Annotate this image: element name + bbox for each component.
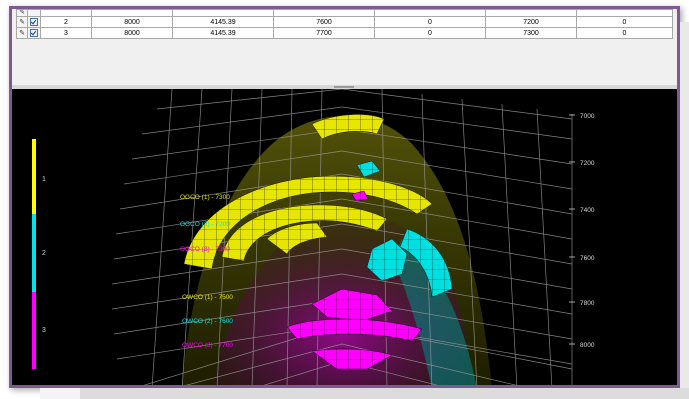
edit-cell[interactable]: ✎ [16,27,28,39]
table-cell-id: 2 [40,16,92,28]
pencil-icon: ✎ [19,30,25,37]
checkbox-checked[interactable] [30,29,38,37]
status-bar [40,388,689,399]
table-cell: 0 [374,16,486,28]
status-bar-left [40,388,80,399]
legend-label-3: 3 [42,327,46,334]
splitter-grip-icon[interactable] [334,86,354,88]
table-cell: 8000 [91,27,173,39]
table-cell: 0 [374,27,486,39]
legend-label-1: 1 [42,176,46,183]
contacts-table: ✎ ✎ 2 8000 4145.39 7600 0 7200 0 ✎ 3 80 [16,9,673,39]
contact-label: OGCO (3) - 7300 [180,246,230,253]
table-cell: 7200 [485,16,577,28]
pencil-icon: ✎ [19,9,25,16]
contact-label: OWCO (2) - 7600 [182,318,233,325]
table-cell: 8000 [91,16,173,28]
checkbox-cell[interactable] [27,27,41,39]
checkbox-checked[interactable] [30,18,38,26]
checkbox-cell[interactable] [27,16,41,28]
depth-tick-label: 8000 [580,342,595,349]
table-cell: 7600 [273,16,375,28]
legend-label-2: 2 [42,250,46,257]
3d-scene[interactable]: 1 2 3 OGCO (1) - 7300 OGCO (2) - 7200 OG… [12,89,677,385]
depth-tick-label: 7200 [580,160,595,167]
table-cell: 0 [576,16,673,28]
legend-swatch-2 [32,214,36,292]
depth-tick-label: 7600 [580,255,595,262]
contact-label: OGCO (1) - 7300 [180,194,230,201]
table-row[interactable]: ✎ 3 8000 4145.39 7700 0 7300 0 [16,27,673,39]
pencil-icon: ✎ [19,19,25,26]
table-cell: 7700 [273,27,375,39]
edit-cell[interactable]: ✎ [16,9,28,17]
checkbox-cell[interactable] [27,9,41,17]
table-cell: 7300 [485,27,577,39]
table-row-partial: ✎ [16,9,673,17]
pane-splitter[interactable] [12,85,677,89]
table-cell: 4145.39 [172,27,274,39]
scrollbar-track[interactable] [680,22,689,388]
depth-tick-label: 7400 [580,207,595,214]
edit-cell[interactable]: ✎ [16,16,28,28]
table-cell-id: 3 [40,27,92,39]
contact-label: OWCO (3) - 7700 [182,342,233,349]
contact-surface-3 [286,190,423,370]
contact-surface-1 [183,114,433,270]
legend-swatch-3 [32,292,36,369]
contact-surface-2 [356,160,453,298]
table-cell: 0 [576,27,673,39]
legend-swatch-1 [32,139,36,214]
contact-label: OGCO (2) - 7200 [180,221,230,228]
3d-viewport[interactable]: 1 2 3 OGCO (1) - 7300 OGCO (2) - 7200 OG… [12,89,677,385]
legend: 1 2 3 [32,139,46,369]
depth-tick-label: 7000 [580,113,595,120]
depth-axis: 7000 7200 7400 7600 7800 8000 [569,113,595,349]
app-frame: ✎ ✎ 2 8000 4145.39 7600 0 7200 0 ✎ 3 80 [9,6,680,388]
depth-tick-label: 7800 [580,300,595,307]
contact-labels: OGCO (1) - 7300 OGCO (2) - 7200 OGCO (3)… [180,194,233,349]
contacts-table-area: ✎ ✎ 2 8000 4145.39 7600 0 7200 0 ✎ 3 80 [12,9,677,85]
contact-label: OWCO (1) - 7500 [182,294,233,301]
table-cell: 4145.39 [172,16,274,28]
table-row[interactable]: ✎ 2 8000 4145.39 7600 0 7200 0 [16,16,673,28]
